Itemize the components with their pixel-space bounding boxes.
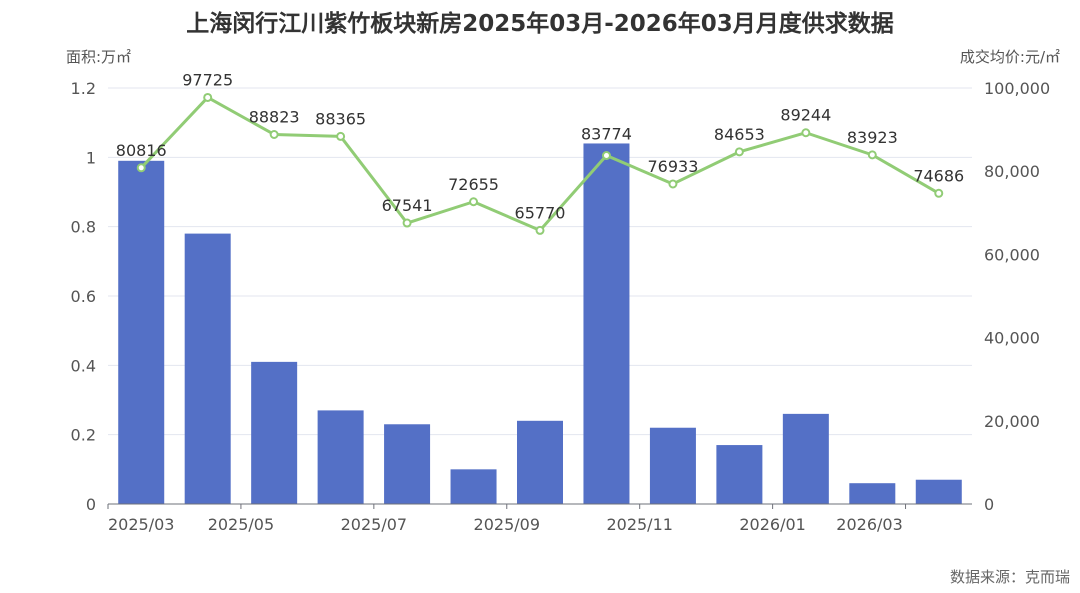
price-data-label: 84653 — [714, 125, 765, 144]
price-data-label: 88823 — [249, 107, 300, 126]
price-point — [136, 163, 146, 173]
bar — [915, 479, 962, 504]
y-left-tick-label: 0.8 — [71, 218, 96, 237]
bar — [450, 469, 497, 504]
y-left-tick-label: 1.2 — [71, 79, 96, 98]
price-point — [469, 197, 479, 207]
y-left-tick-label: 0.2 — [71, 426, 96, 445]
bar — [251, 361, 298, 504]
right-axis-title: 成交均价:元/㎡ — [959, 48, 1060, 66]
x-tick-label: 2025/09 — [474, 515, 540, 534]
price-data-label: 65770 — [515, 203, 566, 222]
price-data-label: 97725 — [182, 70, 233, 89]
y-right-tick-label: 20,000 — [984, 412, 1040, 431]
bar — [118, 160, 165, 505]
source-note: 数据来源：克而瑞 — [949, 568, 1070, 586]
price-point — [203, 92, 213, 102]
price-data-label: 74686 — [913, 166, 964, 185]
y-left-tick-label: 0 — [86, 495, 96, 514]
price-point — [601, 151, 611, 161]
bar — [782, 413, 829, 504]
price-point — [535, 225, 545, 235]
price-point — [934, 188, 944, 198]
price-data-label: 76933 — [647, 157, 698, 176]
price-data-label: 72655 — [448, 175, 499, 194]
price-data-label: 83774 — [581, 124, 632, 143]
bar — [849, 483, 896, 504]
price-data-label: 83923 — [847, 128, 898, 147]
bar — [583, 143, 630, 504]
y-left-tick-label: 1 — [86, 148, 96, 167]
bar — [517, 420, 563, 504]
x-tick-label: 2025/11 — [606, 515, 672, 534]
left-axis-title: 面积:万㎡ — [66, 48, 132, 66]
price-point — [336, 131, 346, 141]
y-right-tick-label: 60,000 — [984, 245, 1040, 264]
bar — [716, 445, 763, 504]
y-left-tick-label: 0.6 — [71, 287, 96, 306]
price-point — [867, 150, 877, 160]
x-tick-label: 2025/07 — [341, 515, 407, 534]
price-data-label: 80816 — [116, 141, 167, 160]
bar — [184, 233, 231, 504]
y-right-tick-label: 100,000 — [984, 79, 1050, 98]
price-data-label: 89244 — [780, 106, 831, 125]
price-point — [668, 179, 678, 189]
price-point — [734, 147, 744, 157]
bar — [317, 410, 364, 504]
bar — [649, 427, 696, 504]
y-right-tick-label: 80,000 — [984, 162, 1040, 181]
y-left-tick-label: 0.4 — [71, 356, 96, 375]
x-tick-label: 2025/05 — [208, 515, 274, 534]
price-point — [801, 128, 811, 138]
y-right-tick-label: 40,000 — [984, 329, 1040, 348]
y-right-tick-label: 0 — [984, 495, 994, 514]
bar — [384, 424, 431, 504]
x-tick-label: 2025/03 — [108, 515, 174, 534]
price-data-label: 88365 — [315, 109, 366, 128]
chart-title: 上海闵行江川紫竹板块新房2025年03月-2026年03月月度供求数据 — [186, 11, 894, 37]
price-point — [402, 218, 412, 228]
x-tick-label: 2026/03 — [836, 515, 902, 534]
price-point — [269, 129, 279, 139]
x-tick-label: 2026/01 — [739, 515, 805, 534]
price-data-label: 67541 — [382, 196, 433, 215]
